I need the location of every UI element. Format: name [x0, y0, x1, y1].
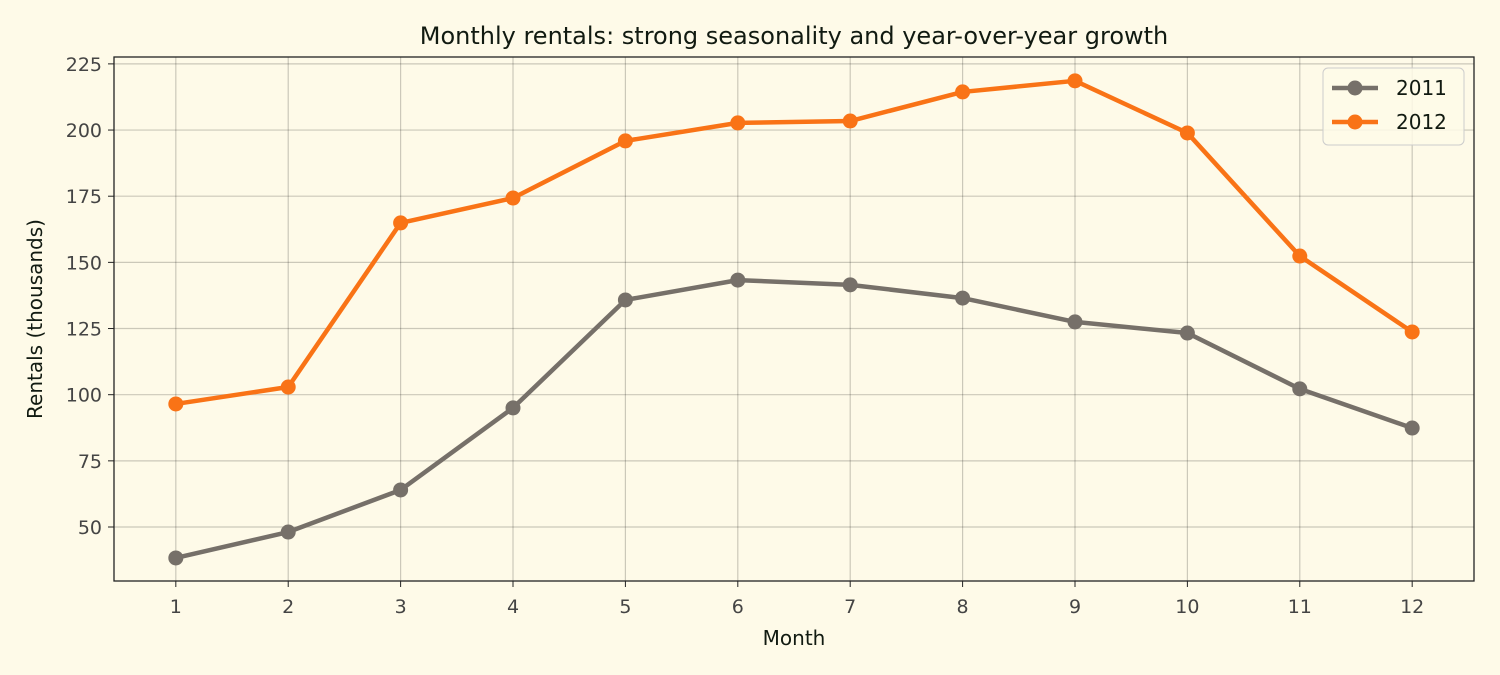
x-axis: 1 2 3 4 5 6 7 8 9 10 11 12 [170, 581, 1424, 618]
data-point-2011 [1292, 381, 1308, 397]
data-point-2012 [617, 133, 633, 149]
x-tick-label: 12 [1400, 596, 1424, 618]
legend-marker-2011 [1347, 80, 1363, 96]
x-tick-label: 6 [732, 596, 744, 618]
x-tick-label: 4 [507, 596, 519, 618]
data-point-2011 [168, 550, 184, 566]
legend: 2011 2012 [1322, 67, 1465, 146]
data-point-2011 [1179, 325, 1195, 341]
data-point-2012 [730, 115, 746, 131]
data-point-2011 [1404, 420, 1420, 436]
plot-frame [113, 56, 1475, 582]
series-line-2012 [175, 78, 1414, 407]
data-point-2011 [505, 400, 521, 416]
series-group [168, 73, 1420, 566]
legend-marker-2012 [1347, 114, 1363, 130]
y-axis-label: Rentals (thousands) [23, 219, 47, 419]
chart-title: Monthly rentals: strong seasonality and … [420, 22, 1169, 50]
data-point-2011 [280, 524, 296, 540]
data-point-2011 [730, 272, 746, 288]
data-point-2012 [168, 396, 184, 412]
grid [114, 57, 1474, 581]
x-tick-label: 3 [395, 596, 407, 618]
data-point-2012 [842, 113, 858, 129]
y-tick-label: 50 [78, 517, 102, 539]
data-point-2011 [1067, 314, 1083, 330]
y-tick-label: 175 [66, 186, 102, 208]
y-axis: 50 75 100 125 150 175 200 225 [66, 54, 114, 539]
data-point-2011 [393, 482, 409, 498]
x-axis-label: Month [763, 626, 826, 650]
y-tick-label: 75 [78, 451, 102, 473]
x-tick-label: 1 [170, 596, 182, 618]
x-tick-label: 8 [957, 596, 969, 618]
legend-label: 2011 [1396, 76, 1447, 100]
series-line-2011 [175, 277, 1413, 561]
legend-label: 2012 [1396, 110, 1447, 134]
x-tick-label: 10 [1175, 596, 1199, 618]
data-point-2012 [393, 215, 409, 231]
data-point-2011 [955, 290, 971, 306]
y-tick-label: 100 [66, 385, 102, 407]
y-tick-label: 200 [66, 120, 102, 142]
data-point-2012 [1179, 125, 1195, 141]
y-tick-label: 150 [66, 252, 102, 274]
y-tick-label: 225 [66, 54, 102, 76]
y-tick-label: 125 [66, 319, 102, 341]
data-point-2012 [1404, 324, 1420, 340]
x-tick-label: 7 [844, 596, 856, 618]
x-tick-label: 9 [1069, 596, 1081, 618]
data-point-2011 [617, 292, 633, 308]
data-point-2012 [280, 379, 296, 395]
x-tick-label: 2 [282, 596, 294, 618]
data-point-2012 [1067, 73, 1083, 89]
x-tick-label: 11 [1288, 596, 1312, 618]
x-tick-label: 5 [619, 596, 631, 618]
data-point-2011 [842, 277, 858, 293]
data-point-2012 [1292, 248, 1308, 264]
data-point-2012 [505, 190, 521, 206]
data-point-2012 [955, 84, 971, 100]
